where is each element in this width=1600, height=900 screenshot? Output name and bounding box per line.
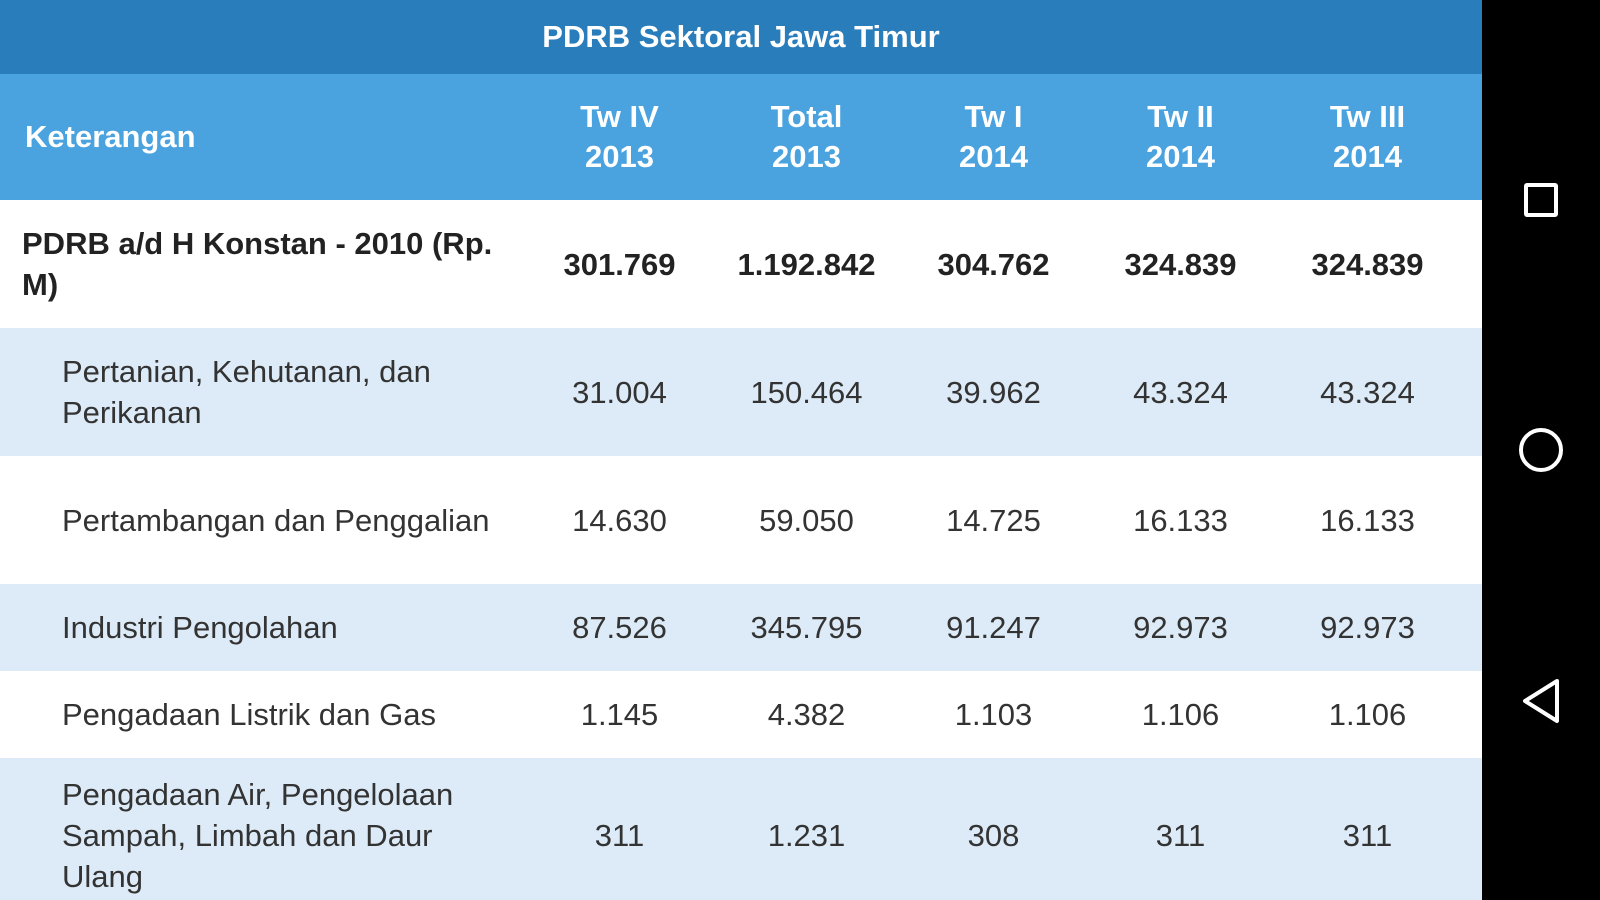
table-row[interactable]: Pertanian, Kehutanan, dan Perikanan 31.0… [0, 328, 1482, 456]
page-title: PDRB Sektoral Jawa Timur [542, 19, 940, 54]
table-cell: 311 [1155, 818, 1206, 853]
row-label: Pertanian, Kehutanan, dan Perikanan [62, 354, 431, 430]
table-cell: 308 [967, 818, 1020, 853]
table-cell: 91.247 [946, 610, 1041, 645]
table-cell: 43.324 [1133, 374, 1228, 410]
column-header: Tw III 2014 [1329, 99, 1406, 174]
table-cell: 1.106 [1328, 697, 1407, 732]
table-header-row: Keterangan Tw IV 2013 Total 2013 Tw I 2014 … [0, 74, 1482, 200]
table-cell: 150.464 [750, 374, 863, 410]
table-cell: 43.324 [1320, 374, 1415, 410]
table-cell: 304.762 [937, 246, 1050, 282]
circle-icon [1519, 428, 1563, 472]
triangle-back-icon [1523, 679, 1559, 723]
row-label: Pengadaan Listrik dan Gas [62, 697, 436, 732]
table-cell: 1.145 [580, 697, 659, 732]
row-label: Pengadaan Air, Pengelolaan Sampah, Limba… [62, 777, 454, 894]
table-cell: 324.839 [1311, 246, 1424, 282]
table-cell: 4.382 [767, 697, 846, 732]
column-header: Tw I 2014 [959, 99, 1028, 174]
table-cell: 1.231 [767, 818, 846, 853]
table-cell: 324.839 [1124, 246, 1237, 282]
table-row[interactable]: Pengadaan Listrik dan Gas 1.145 4.382 1.… [0, 671, 1482, 758]
table-cell: 1.103 [954, 697, 1033, 732]
table-cell: 1.192.842 [737, 246, 876, 282]
column-header: Tw IV 2013 [580, 99, 659, 174]
table-cell: 16.133 [1320, 502, 1415, 538]
table-cell: 311 [594, 818, 645, 853]
table-cell: 87.526 [572, 610, 667, 645]
recent-apps-button[interactable] [1482, 150, 1600, 250]
table-cell: 39.962 [946, 374, 1041, 410]
system-navigation-bar [1482, 0, 1600, 900]
table-cell: 59.050 [759, 502, 854, 538]
table-cell: 14.725 [946, 502, 1041, 538]
back-button[interactable] [1482, 651, 1600, 751]
table-row[interactable]: PDRB a/d H Konstan - 2010 (Rp. M) 301.76… [0, 200, 1482, 328]
column-header: Tw II 2014 [1146, 99, 1215, 174]
table-cell: 301.769 [563, 246, 676, 282]
table-cell: 16.133 [1133, 502, 1228, 538]
row-label: Pertambangan dan Penggalian [62, 502, 490, 538]
square-icon [1524, 183, 1558, 217]
table-cell: 92.973 [1320, 610, 1415, 645]
title-bar: PDRB Sektoral Jawa Timur [0, 0, 1482, 74]
table-cell: 311 [1342, 818, 1393, 853]
table-cell: 92.973 [1133, 610, 1228, 645]
table-cell: 345.795 [750, 610, 863, 645]
home-button[interactable] [1482, 400, 1600, 500]
table-row[interactable]: Pengadaan Air, Pengelolaan Sampah, Limba… [0, 758, 1482, 900]
row-label: PDRB a/d H Konstan - 2010 (Rp. M) [22, 226, 493, 302]
table-cell: 14.630 [572, 502, 667, 538]
table-row[interactable]: Industri Pengolahan 87.526 345.795 91.24… [0, 584, 1482, 671]
table-cell: 1.106 [1141, 697, 1220, 732]
row-label: Industri Pengolahan [62, 610, 338, 645]
data-table[interactable]: Keterangan Tw IV 2013 Total 2013 Tw I 2014 … [0, 74, 1482, 900]
table-row[interactable]: Pertambangan dan Penggalian 14.630 59.05… [0, 456, 1482, 584]
column-header-keterangan: Keterangan [25, 119, 196, 154]
column-header: Total 2013 [770, 99, 843, 174]
app-content: PDRB Sektoral Jawa Timur Keterangan Tw I… [0, 0, 1482, 900]
table-cell: 31.004 [572, 374, 667, 410]
